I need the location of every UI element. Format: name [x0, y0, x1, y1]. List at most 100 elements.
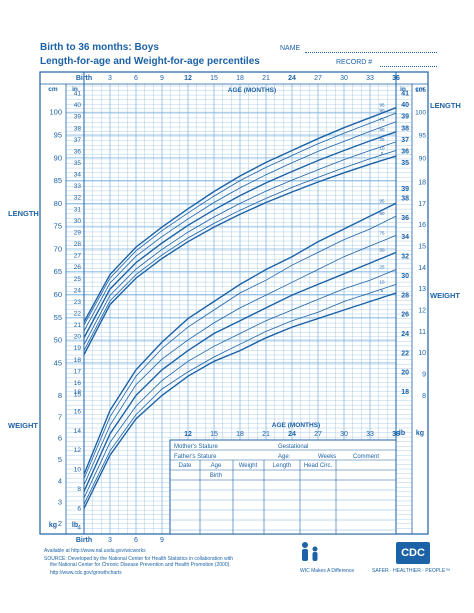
weight-curve-p5 — [83, 292, 397, 509]
length-cm-tick: 90 — [54, 153, 62, 162]
length-curve-p10 — [83, 150, 397, 351]
top-month-label: 18 — [236, 75, 244, 82]
length-curve-p95 — [83, 107, 397, 323]
gestational-age-label: Age: — [278, 454, 291, 460]
right-cm-tick: 95 — [419, 133, 427, 140]
footer-url[interactable]: http://www.cdc.gov/growthcharts — [50, 570, 122, 576]
weight-lb-tick-right: 24 — [401, 331, 409, 338]
weight-kg-tick-left: 3 — [58, 498, 62, 507]
right-in-tick: 41 — [401, 91, 409, 98]
weight-kg-tick-right: 13 — [418, 286, 426, 293]
weight-lb-tick-right: 28 — [401, 292, 409, 299]
form-column-header: Weight — [239, 463, 258, 469]
wic-logo-icon — [302, 542, 318, 561]
weight-kg-tick-left: 6 — [58, 434, 62, 443]
right-in-tick: 40 — [401, 102, 409, 109]
top-month-label: 36 — [392, 75, 400, 82]
age-title-inner: AGE (MONTHS) — [272, 422, 320, 429]
weight-kg-tick-right: 10 — [418, 350, 426, 357]
length-in-tick: 20 — [74, 334, 82, 341]
weight-lb-tick-right: 38 — [401, 195, 409, 202]
length-percentile-label: 10 — [379, 146, 385, 151]
name-field[interactable] — [305, 52, 437, 53]
weight-lb-tick-left: 12 — [74, 447, 82, 454]
length-curve-p50 — [83, 131, 397, 339]
footer-source-1: SOURCE: Developed by the National Center… — [44, 556, 233, 562]
bottom-month-label: 6 — [134, 537, 138, 544]
weight-lb-tick-right: 30 — [401, 273, 409, 280]
length-in-tick: 25 — [74, 276, 82, 283]
weight-lb-tick-right: 34 — [401, 234, 409, 241]
form-column-header: Age — [211, 463, 222, 469]
weight-lb-tick-right: 20 — [401, 370, 409, 377]
length-percentile-label: 25 — [379, 137, 385, 142]
length-in-tick: 38 — [74, 125, 82, 132]
weight-lb-tick-left: 18 — [74, 389, 82, 396]
weight-kg-tick-right: 12 — [418, 308, 426, 315]
bottom-month-label: 3 — [108, 537, 112, 544]
length-cm-tick: 95 — [54, 131, 62, 140]
length-cm-tick: 70 — [54, 244, 62, 253]
length-in-tick: 19 — [74, 345, 82, 352]
weight-kg-tick-right: 11 — [419, 329, 426, 336]
cm-unit-right: cm — [415, 86, 425, 93]
weight-curve-p95 — [83, 202, 397, 475]
weight-kg-tick-left: 8 — [58, 391, 62, 400]
length-in-tick: 40 — [74, 102, 82, 109]
right-cm-tick: 100 — [415, 110, 426, 117]
length-cm-tick: 50 — [54, 336, 62, 345]
length-in-tick: 28 — [74, 241, 82, 248]
length-percentile-label: 5 — [381, 151, 384, 156]
record-label: RECORD # — [336, 59, 373, 66]
weight-curve-p50 — [83, 251, 397, 492]
record-field[interactable] — [380, 66, 437, 67]
age-title-top: AGE (MONTHS) — [228, 87, 276, 94]
weight-lb-tick-left: 4 — [77, 525, 81, 532]
length-in-tick: 27 — [74, 253, 82, 260]
weight-curve-p10 — [83, 284, 397, 505]
top-month-label: Birth — [76, 75, 92, 82]
weight-lb-tick-left: 14 — [74, 428, 82, 435]
cdc-logo: CDC — [396, 542, 430, 564]
length-in-tick: 34 — [74, 172, 82, 179]
length-in-tick: 39 — [74, 114, 82, 121]
inner-month-label: 36 — [392, 431, 400, 438]
weight-kg-tick-right: 14 — [418, 265, 426, 272]
right-in-tick: 39 — [401, 114, 409, 121]
weight-lb-tick-right: 36 — [401, 215, 409, 222]
length-in-tick: 21 — [74, 322, 82, 329]
length-in-tick: 31 — [74, 206, 82, 213]
weight-curve-p90 — [83, 215, 397, 479]
length-in-tick: 23 — [74, 299, 82, 306]
inner-month-label: 24 — [288, 431, 296, 438]
inner-month-label: 18 — [236, 431, 244, 438]
top-month-label: 15 — [210, 75, 218, 82]
weight-lb-tick-right: 22 — [401, 350, 409, 357]
chart-subtitle: Length-for-age and Weight-for-age percen… — [40, 56, 260, 67]
right-in-tick: 36 — [401, 148, 409, 155]
top-month-label: 27 — [314, 75, 322, 82]
weight-curve-p75 — [83, 235, 397, 486]
birth-row-label: Birth — [210, 473, 222, 479]
weight-lb-tick-left: 16 — [74, 408, 82, 415]
right-in-tick: 38 — [401, 125, 409, 132]
length-in-tick: 17 — [74, 368, 82, 375]
top-month-label: 33 — [366, 75, 374, 82]
inner-month-label: 12 — [184, 431, 192, 438]
name-label: NAME — [280, 45, 301, 52]
weight-kg-tick-right: 18 — [418, 180, 426, 187]
length-cm-tick: 65 — [54, 267, 62, 276]
length-cm-tick: 55 — [54, 313, 62, 322]
chart-title: Birth to 36 months: Boys — [40, 42, 159, 53]
length-cm-tick: 100 — [49, 108, 62, 117]
length-curve-p90 — [83, 112, 397, 326]
footer-source-2: the National Center for Chronic Disease … — [50, 562, 231, 568]
footer-available: Available at http://www.nal.usda.gov/wic… — [44, 548, 146, 554]
length-in-tick: 37 — [74, 137, 82, 144]
form-column-header: Date — [179, 463, 192, 469]
form-column-header: Length — [273, 463, 291, 469]
length-cm-tick: 60 — [54, 290, 62, 299]
comment-label: Comment — [353, 454, 379, 460]
weight-lb-tick-left: 8 — [77, 486, 81, 493]
right-in-tick: 35 — [401, 160, 409, 167]
